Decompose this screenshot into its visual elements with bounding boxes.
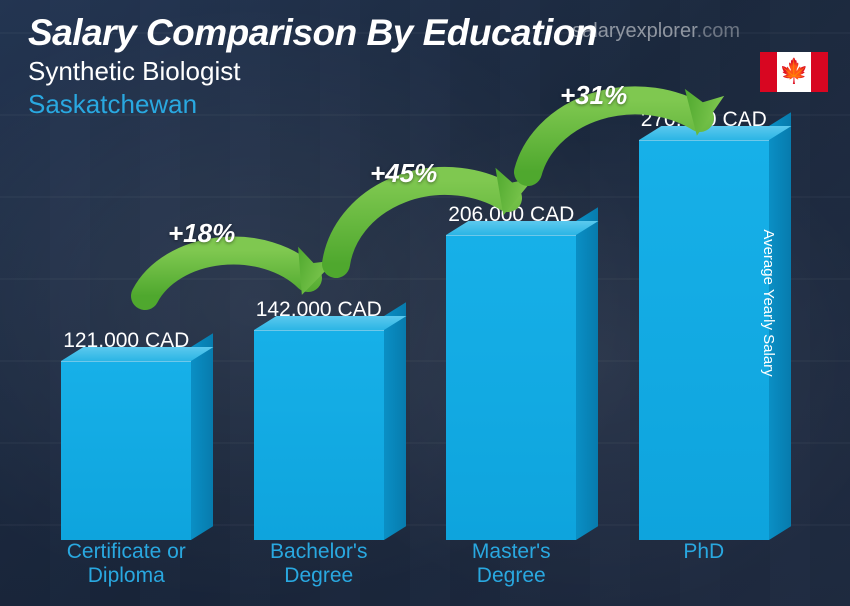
category-labels: Certificate orDiplomaBachelor'sDegreeMas… <box>30 540 800 588</box>
category-label: PhD <box>608 540 801 588</box>
y-axis-label: Average Yearly Salary <box>760 229 777 376</box>
pct-increase-badge: +18% <box>168 218 235 249</box>
region-label: Saskatchewan <box>28 89 597 120</box>
bar <box>639 140 769 540</box>
pct-increase-badge: +45% <box>370 158 437 189</box>
bar <box>254 330 384 540</box>
watermark: salaryexplorer.com <box>572 20 740 43</box>
category-label: Certificate orDiploma <box>30 540 223 588</box>
category-label: Master'sDegree <box>415 540 608 588</box>
bar-slot: 206,000 CAD <box>415 203 608 540</box>
job-title: Synthetic Biologist <box>28 56 597 87</box>
header: Salary Comparison By Education Synthetic… <box>28 12 597 120</box>
canada-flag-icon: 🍁 <box>760 52 828 92</box>
bar-slot: 121,000 CAD <box>30 329 223 540</box>
bar <box>446 235 576 540</box>
bar <box>61 361 191 540</box>
page-title: Salary Comparison By Education <box>28 12 597 54</box>
salary-bar-chart: 121,000 CAD142,000 CAD206,000 CAD270,000… <box>30 120 800 588</box>
bar-slot: 142,000 CAD <box>223 298 416 540</box>
watermark-tld: .com <box>697 20 740 42</box>
watermark-brand: salaryexplorer <box>572 20 697 42</box>
category-label: Bachelor'sDegree <box>223 540 416 588</box>
